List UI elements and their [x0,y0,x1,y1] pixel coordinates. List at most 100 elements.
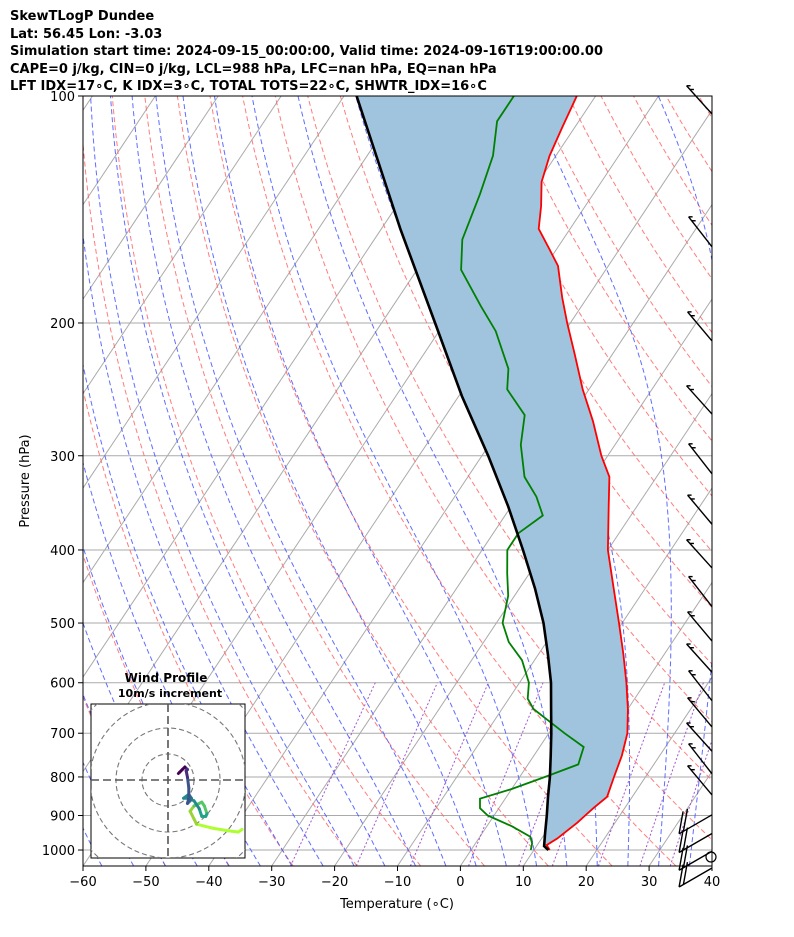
wind-barb [686,643,713,673]
dewpoint-line [460,96,585,851]
isotherm-line [83,96,219,301]
wind-barb [688,575,713,607]
x-tick-label: 40 [704,875,721,890]
dry-adiabat-line [83,137,358,866]
isotherm-line [83,96,471,678]
title-line-location: Lat: 56.45 Lon: -3.03 [10,26,163,42]
y-tick-label: 400 [50,544,75,559]
wind-barb-staff [686,539,713,569]
mixing-ratio-line [355,682,438,866]
moist-adiabat-line [83,231,324,866]
moist-adiabat-line [131,96,416,866]
moist-adiabat-line [155,96,447,866]
dry-adiabat-line [731,96,794,866]
wind-barb [686,722,713,752]
parcel-temperature-area [356,96,628,850]
moist-adiabat-line [214,96,507,866]
hodograph-inset: Wind Profile 10m/s increment [90,671,246,859]
hodograph-segment [176,770,182,775]
moist-adiabat-line [657,96,712,866]
moist-adiabat-line [83,621,198,866]
dry-adiabat-line [176,96,549,866]
wind-barb [686,85,713,115]
hodograph-segment [226,829,240,834]
x-axis-label: Temperature (∘C) [339,897,454,912]
x-tick-label: −10 [384,875,411,890]
wind-barb [687,494,713,525]
hodograph-segment [195,822,214,830]
mixing-ratio-line [669,738,712,866]
dry-adiabat-line [665,96,712,173]
isotherm-line [83,96,93,112]
x-tick-label: −30 [258,875,285,890]
temperature-line [537,96,629,851]
wind-barb [688,443,713,475]
x-tick-label: 0 [456,875,464,890]
moist-adiabat-line [528,96,672,866]
x-tick-label: −50 [132,875,159,890]
wind-barb [686,539,713,569]
dry-adiabat-line [567,96,712,334]
title-line-indices: LFT IDX=17∘C, K IDX=3∘C, TOTAL TOTS=22∘C… [10,79,487,94]
y-tick-label: 600 [50,677,75,692]
isotherm-line [208,109,712,866]
parcel-profile-line [355,96,553,851]
isotherm-line [83,96,408,584]
moist-adiabat-line [90,96,355,866]
wind-barb-staff [686,722,713,752]
wind-barb-flag [682,845,689,868]
wind-barb-staff [688,743,713,775]
x-tick-label: −60 [69,875,96,890]
wind-barb [688,743,713,775]
wind-barb-staff [687,494,713,525]
moist-adiabat-line [110,96,386,866]
wind-barb-staff [686,643,713,673]
y-tick-label: 100 [50,90,75,105]
y-tick-label: 800 [50,771,75,786]
wind-barb-staff [688,670,713,702]
x-tick-label: 10 [515,875,532,890]
moist-adiabat-line [83,827,103,866]
x-tick-label: 20 [578,875,595,890]
dry-adiabat-line [633,96,712,227]
wind-barb-staff [687,697,713,728]
isotherm-line [459,487,712,866]
wind-barb-staff [688,443,713,475]
y-tick-label: 900 [50,810,75,825]
dry-adiabat-line [111,96,422,866]
x-tick-label: 30 [641,875,658,890]
mixing-ratio-line [468,682,544,866]
wind-barb [687,311,713,342]
wind-barb-staff [678,867,713,888]
dry-adiabat-line [307,96,712,781]
y-tick-label: 700 [50,727,75,742]
y-axis-label: Pressure (hPa) [18,434,33,527]
title-line-cape: CAPE=0 j/kg, CIN=0 j/kg, LCL=988 hPa, LF… [10,61,497,77]
hodograph-subtitle: 10m/s increment [118,687,222,700]
wind-barb-flag [678,829,684,853]
dry-adiabat-line [144,96,485,866]
hodograph-segment [210,826,230,833]
isotherm-line [83,96,345,489]
dry-adiabat-line [209,96,613,866]
hodograph-segment [192,799,201,811]
wind-barb-staff [687,765,713,796]
wind-barb [687,765,713,796]
calm-wind-marker [705,851,717,863]
x-tick-label: −40 [195,875,222,890]
isotherm-line [585,676,712,866]
moist-adiabat-line [182,96,477,866]
hodograph-title: Wind Profile [125,671,208,685]
wind-barb [678,827,713,854]
mixing-ratio-line [409,682,489,866]
dry-adiabat-line [764,96,794,866]
wind-barb [687,697,713,728]
wind-barb-staff [687,311,713,342]
title-line-times: Simulation start time: 2024-09-15_00:00:… [10,44,603,59]
moist-adiabats [83,96,712,866]
isotherm-line [711,865,712,866]
wind-barb-staff [678,832,713,854]
wind-barb-staff [678,814,713,835]
wind-barb-flag [682,827,689,851]
wind-barb-staff [688,216,713,248]
